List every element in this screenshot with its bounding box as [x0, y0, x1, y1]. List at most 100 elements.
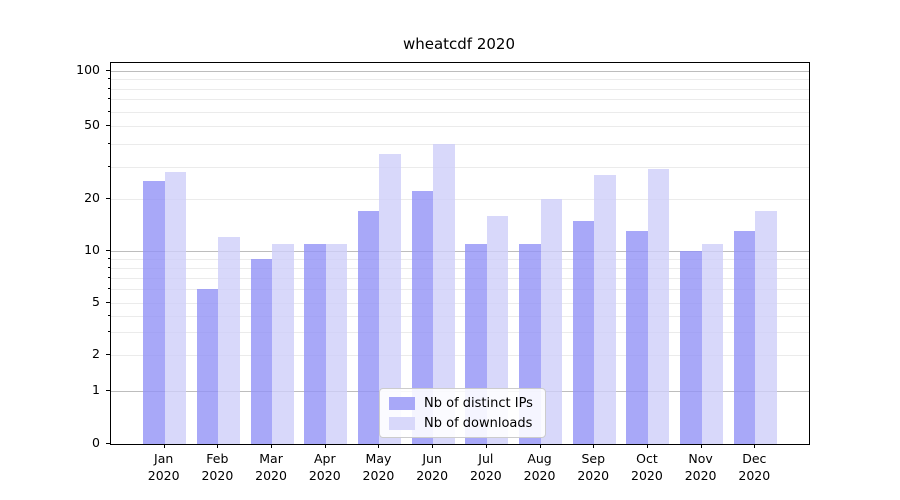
y-axis-tick-label: 50	[84, 117, 100, 132]
gridline-minor	[111, 166, 809, 168]
x-axis-tick-label: Aug 2020	[523, 451, 556, 483]
y-axis-minor-tick	[108, 266, 110, 268]
gridline-minor	[111, 331, 809, 333]
x-axis-tick-label: Nov 2020	[684, 451, 717, 483]
gridline-minor	[111, 258, 809, 260]
x-axis-tick-label: May 2020	[362, 451, 395, 483]
bar-jan-downloads	[164, 172, 187, 444]
y-axis-minor-tick	[108, 98, 110, 100]
y-axis-tick	[106, 250, 110, 251]
legend-swatch-distinct-ips	[389, 396, 415, 410]
y-axis-minor-tick	[108, 257, 110, 259]
y-axis-tick-label: 5	[92, 294, 100, 309]
y-axis-minor-tick	[108, 314, 110, 316]
x-axis-tick-label: Jul 2020	[469, 451, 502, 483]
legend-swatch-downloads	[389, 416, 415, 430]
chart-title: wheatcdf 2020	[402, 35, 516, 53]
y-axis-tick-label: 0	[92, 435, 100, 450]
bar-apr-distinct-ips	[304, 243, 326, 444]
y-axis-tick	[106, 70, 110, 71]
x-axis-tick-label: Oct 2020	[631, 451, 663, 483]
gridline-minor	[111, 277, 809, 279]
gridline-minor	[111, 88, 809, 90]
x-axis-tick	[378, 444, 380, 448]
x-axis-tick-label: Jan 2020	[147, 451, 180, 483]
legend: Nb of distinct IPs Nb of downloads	[379, 388, 546, 438]
bar-apr-downloads	[325, 243, 348, 444]
y-axis-tick	[106, 390, 110, 391]
legend-label: Nb of distinct IPs	[424, 395, 533, 411]
y-axis-tick-label: 2	[92, 346, 100, 361]
gridline-minor	[111, 143, 809, 145]
y-axis-tick-label: 20	[84, 190, 100, 205]
x-axis-tick-label: Mar 2020	[255, 451, 287, 483]
gridline-minor	[111, 199, 809, 200]
bar-jan-distinct-ips	[143, 181, 165, 444]
x-axis-tick-label: Feb 2020	[201, 451, 234, 483]
y-axis-minor-tick	[108, 110, 110, 112]
legend-item: Nb of distinct IPs	[389, 396, 545, 411]
legend-item: Nb of downloads	[389, 416, 545, 431]
gridline-minor	[111, 99, 809, 101]
y-axis-minor-tick	[108, 330, 110, 332]
x-axis-tick	[163, 444, 165, 448]
gridline-minor	[111, 315, 809, 317]
bar-oct-distinct-ips	[626, 231, 648, 444]
x-axis-tick	[646, 444, 648, 448]
bar-feb-distinct-ips	[196, 289, 219, 444]
x-axis-tick	[700, 444, 702, 448]
x-axis-tick	[324, 444, 326, 448]
bar-aug-downloads	[540, 199, 562, 444]
y-axis-minor-tick	[108, 125, 110, 126]
y-axis-minor-tick	[108, 354, 110, 355]
x-axis-tick-label: Sep 2020	[577, 451, 610, 483]
gridline-minor	[111, 126, 809, 127]
y-axis-tick-label: 100	[76, 62, 100, 77]
y-axis-tick-label: 10	[84, 242, 100, 257]
x-axis-tick-label: Dec 2020	[738, 451, 771, 483]
x-axis-tick	[539, 444, 541, 448]
bar-nov-downloads	[701, 243, 724, 444]
gridline-major	[111, 251, 809, 252]
bar-nov-distinct-ips	[680, 251, 702, 444]
y-axis-minor-tick	[108, 276, 110, 278]
bar-mar-distinct-ips	[250, 258, 273, 444]
gridline-minor	[111, 289, 809, 291]
bar-dec-downloads	[755, 211, 777, 444]
gridline-minor	[111, 111, 809, 113]
gridline-minor	[111, 303, 809, 304]
bar-jun-downloads	[433, 143, 455, 444]
gridline-minor	[111, 355, 809, 356]
x-axis-tick	[593, 444, 595, 448]
bar-may-downloads	[379, 154, 401, 444]
bar-jul-downloads	[486, 215, 509, 444]
x-axis-tick	[485, 444, 487, 448]
bar-dec-distinct-ips	[733, 231, 756, 444]
x-axis-tick	[271, 444, 273, 448]
y-axis-minor-tick	[108, 78, 110, 80]
bar-jun-distinct-ips	[411, 191, 434, 444]
gridline-major	[111, 71, 809, 72]
x-axis-tick	[754, 444, 756, 448]
legend-label: Nb of downloads	[424, 415, 533, 431]
y-axis-minor-tick	[108, 198, 110, 199]
y-axis-minor-tick	[108, 87, 110, 89]
bar-sep-downloads	[594, 175, 616, 444]
bar-sep-distinct-ips	[572, 220, 595, 444]
y-axis-tick-label: 1	[92, 382, 100, 397]
y-axis-minor-tick	[108, 302, 110, 303]
x-axis-tick-label: Jun 2020	[416, 451, 449, 483]
y-axis-minor-tick	[108, 288, 110, 290]
x-axis-tick	[217, 444, 219, 448]
y-axis-tick	[106, 443, 110, 444]
x-axis-tick	[432, 444, 434, 448]
y-axis-minor-tick	[108, 165, 110, 167]
plot-area	[110, 62, 810, 445]
bar-mar-downloads	[272, 243, 294, 444]
bar-may-distinct-ips	[357, 211, 380, 444]
bar-feb-downloads	[218, 237, 240, 444]
gridline-minor	[111, 79, 809, 81]
gridline-minor	[111, 267, 809, 269]
bar-oct-downloads	[647, 169, 670, 444]
